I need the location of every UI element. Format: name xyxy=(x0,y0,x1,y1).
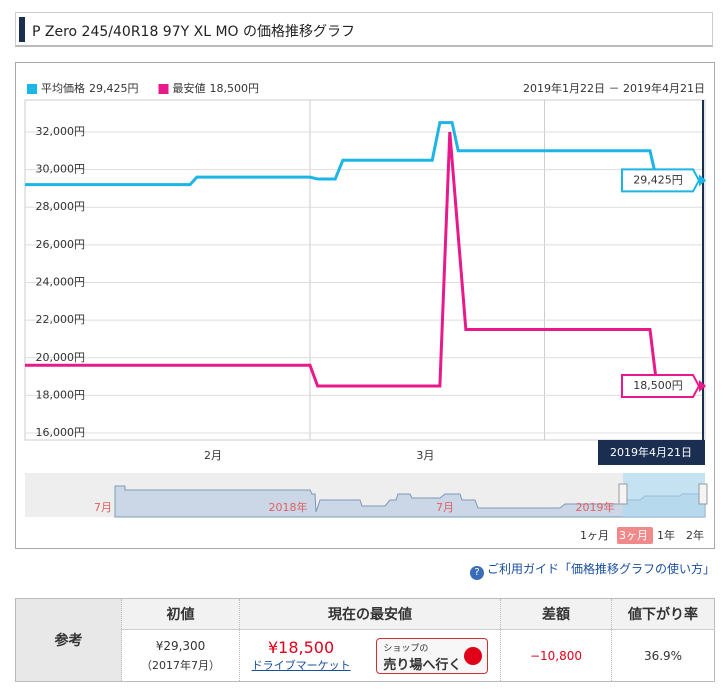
y-tick-label: 20,000円 xyxy=(36,351,86,364)
legend-swatch xyxy=(27,84,37,94)
navigator-selection[interactable] xyxy=(623,473,705,517)
y-tick-label: 24,000円 xyxy=(36,276,86,289)
navigator-label: 2019年 xyxy=(576,500,615,514)
navigator-handle[interactable] xyxy=(698,483,708,505)
row-header: 参考 xyxy=(15,598,122,682)
button-small: ショップの xyxy=(383,643,429,654)
end-marker xyxy=(699,174,706,187)
y-tick-label: 18,000円 xyxy=(36,388,86,401)
button-main: 売り場へ行く xyxy=(383,657,462,673)
initial-cell: ¥29,300 （2017年7月） xyxy=(121,629,240,682)
plot-area xyxy=(24,99,706,441)
current-date-box xyxy=(598,440,705,465)
chart-box xyxy=(15,62,715,549)
end-marker xyxy=(699,379,706,392)
col-header: 現在の最安値 xyxy=(239,598,501,630)
navigator-label: 2018年 xyxy=(269,500,308,514)
y-tick-label: 26,000円 xyxy=(36,238,86,251)
range-button[interactable]: 3ヶ月 xyxy=(619,529,648,542)
difference: −10,800 xyxy=(500,629,612,682)
col-header: 初値 xyxy=(121,598,240,630)
summary-table: 参考 初値 現在の最安値 差額 値下がり率 ¥29,300 （2017年7月） ¥… xyxy=(15,598,715,682)
navigator-handle[interactable] xyxy=(618,483,628,505)
series-line xyxy=(25,131,705,388)
y-tick-label: 30,000円 xyxy=(36,163,86,176)
y-tick-label: 16,000円 xyxy=(36,426,86,439)
y-tick-label: 32,000円 xyxy=(36,125,86,138)
shop-link[interactable]: ドライブマーケット xyxy=(251,659,351,672)
lowest-cell: ¥18,500 ドライブマーケット ショップの売り場へ行く xyxy=(239,629,501,682)
drop-rate: 36.9% xyxy=(611,629,715,682)
y-tick-label: 22,000円 xyxy=(36,313,86,326)
legend-value: 18,500円 xyxy=(210,82,260,95)
initial-date: （2017年7月） xyxy=(141,658,220,672)
header-title: P Zero 245/40R18 97Y XL MO の価格推移グラフ xyxy=(32,24,356,40)
end-label: 29,425円 xyxy=(633,173,683,186)
help-text[interactable]: ご利用ガイド「価格推移グラフの使い方」 xyxy=(486,562,715,576)
series-line xyxy=(25,121,705,187)
navigator-label: 7月 xyxy=(94,501,112,514)
header-bar xyxy=(19,17,25,42)
legend-label: 最安値 xyxy=(173,81,206,95)
initial-price: ¥29,300 xyxy=(155,638,206,653)
col-header: 差額 xyxy=(500,598,612,630)
range-button[interactable]: 2年 xyxy=(686,528,704,542)
end-label-box xyxy=(621,373,701,398)
legend-value: 29,425円 xyxy=(89,82,139,95)
chart: 16,000円 18,000円 20,000円 22,000円 24,000円 26,00… xyxy=(24,81,708,544)
legend-label: 平均価格 xyxy=(41,81,85,95)
col-header: 値下がり率 xyxy=(611,598,715,630)
legend-swatch xyxy=(158,84,169,94)
range-button-bg xyxy=(617,527,653,544)
help-link[interactable]: ? ご利用ガイド「価格推移グラフの使い方」 xyxy=(469,560,715,580)
end-label-box xyxy=(621,168,701,193)
help-icon: ? xyxy=(469,566,484,580)
navigator-label: 7月 xyxy=(436,501,454,514)
header: P Zero 245/40R18 97Y XL MO の価格推移グラフ xyxy=(15,12,713,47)
x-tick-label: 2月 xyxy=(204,449,222,462)
current-date: 2019年4月21日 xyxy=(610,445,692,459)
range-button[interactable]: 1年 xyxy=(657,528,675,542)
y-tick-label: 28,000円 xyxy=(36,200,86,213)
lowest-price: ¥18,500 xyxy=(267,638,335,657)
x-tick-label: 3月 xyxy=(416,449,434,462)
range-button[interactable]: 1ヶ月 xyxy=(580,529,609,542)
date-range: 2019年1月22日 － 2019年4月21日 xyxy=(523,81,705,95)
shop-button[interactable]: ショップの売り場へ行く xyxy=(376,637,489,674)
end-label: 18,500円 xyxy=(633,379,683,392)
button-arrow xyxy=(464,646,483,665)
